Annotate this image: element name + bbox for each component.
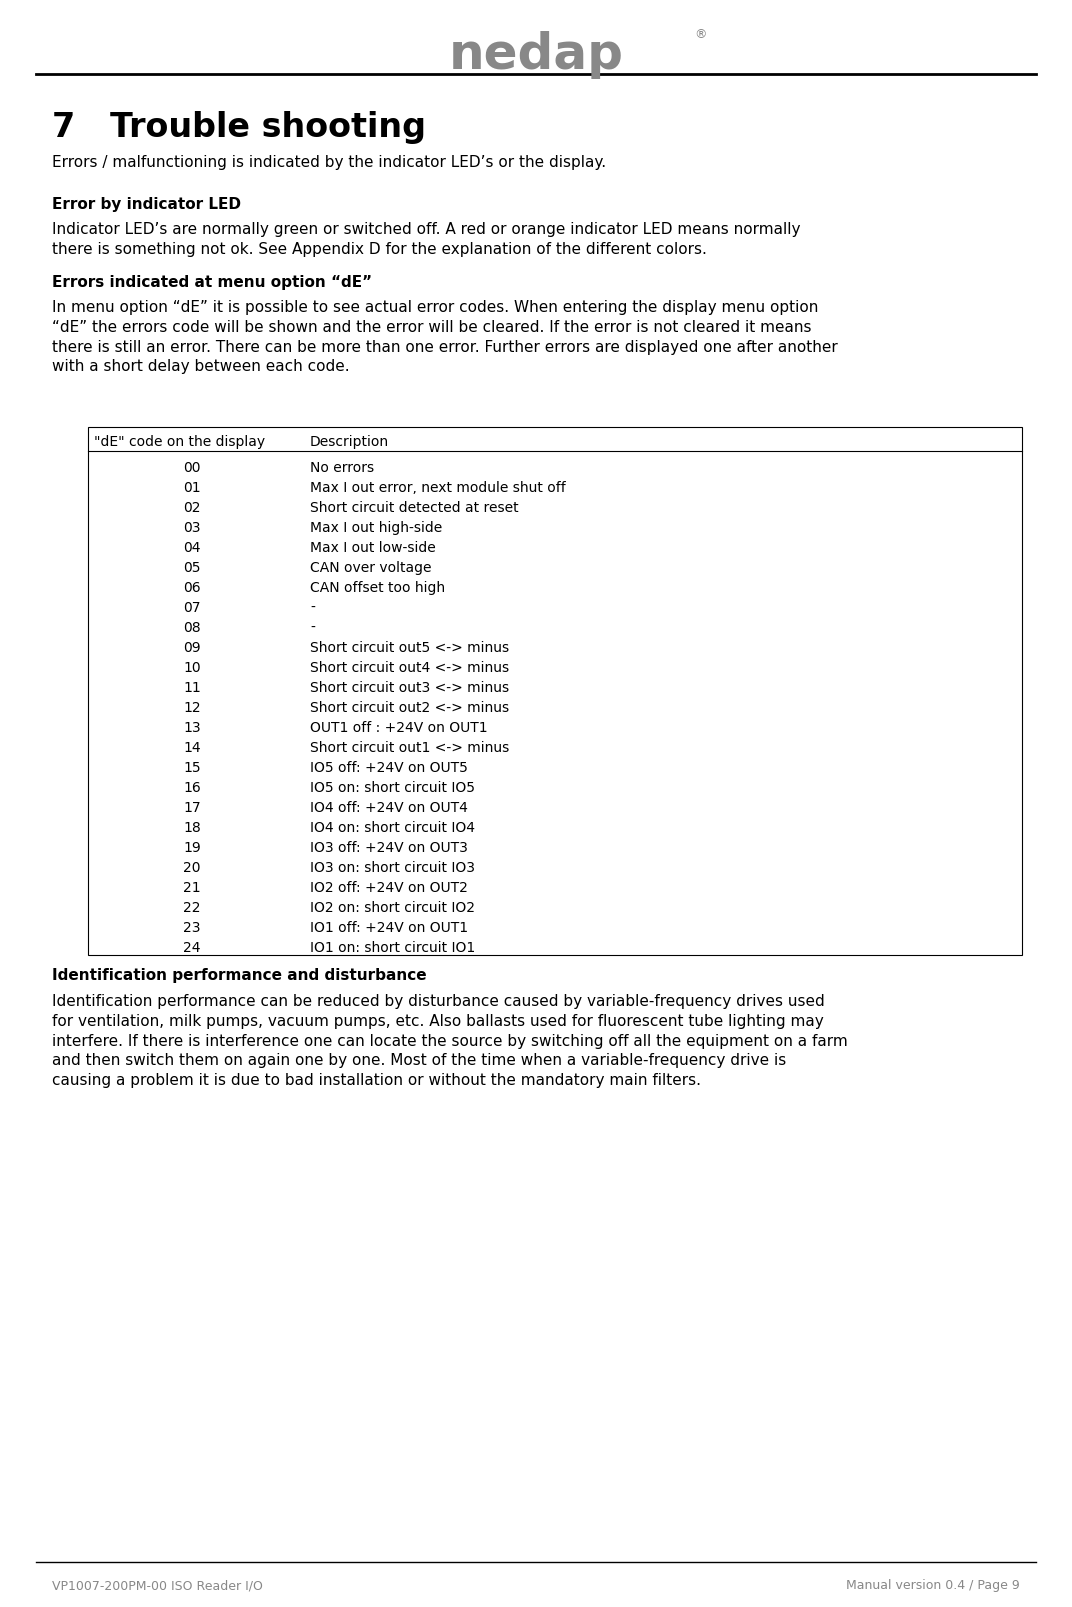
Text: Errors indicated at menu option “dE”: Errors indicated at menu option “dE” [53, 275, 372, 291]
Text: Max I out high-side: Max I out high-side [310, 521, 443, 535]
Text: 11: 11 [183, 681, 200, 694]
Text: Short circuit out1 <-> minus: Short circuit out1 <-> minus [310, 741, 509, 755]
Text: Error by indicator LED: Error by indicator LED [53, 198, 241, 212]
Text: 18: 18 [183, 821, 200, 834]
Text: Short circuit out4 <-> minus: Short circuit out4 <-> minus [310, 660, 509, 675]
Text: -: - [310, 601, 315, 614]
Text: 23: 23 [183, 921, 200, 934]
Text: Identification performance and disturbance: Identification performance and disturban… [53, 967, 427, 983]
Bar [88, 427, 1022, 956]
Text: 16: 16 [183, 781, 200, 794]
Text: 19: 19 [183, 840, 200, 855]
Text: Manual version 0.4 / Page 9: Manual version 0.4 / Page 9 [846, 1578, 1019, 1591]
Text: Max I out low-side: Max I out low-side [310, 540, 435, 554]
Text: 00: 00 [183, 461, 200, 474]
Text: IO3 off: +24V on OUT3: IO3 off: +24V on OUT3 [310, 840, 467, 855]
Text: IO4 off: +24V on OUT4: IO4 off: +24V on OUT4 [310, 800, 467, 815]
Text: IO2 on: short circuit IO2: IO2 on: short circuit IO2 [310, 900, 475, 914]
Text: Errors / malfunctioning is indicated by the indicator LED’s or the display.: Errors / malfunctioning is indicated by … [53, 154, 606, 169]
Text: 05: 05 [183, 561, 200, 575]
Text: "dE" code on the display: "dE" code on the display [94, 435, 265, 448]
Text: CAN offset too high: CAN offset too high [310, 580, 445, 595]
Text: 20: 20 [183, 860, 200, 874]
Text: 12: 12 [183, 701, 200, 715]
Text: No errors: No errors [310, 461, 374, 474]
Text: 02: 02 [183, 501, 200, 514]
Text: 09: 09 [183, 641, 200, 654]
Text: VP1007-200PM-00 ISO Reader I/O: VP1007-200PM-00 ISO Reader I/O [53, 1578, 263, 1591]
Text: IO4 on: short circuit IO4: IO4 on: short circuit IO4 [310, 821, 475, 834]
Text: Max I out error, next module shut off: Max I out error, next module shut off [310, 480, 566, 495]
Text: Identification performance can be reduced by disturbance caused by variable-freq: Identification performance can be reduce… [53, 993, 848, 1088]
Text: 17: 17 [183, 800, 200, 815]
Text: CAN over voltage: CAN over voltage [310, 561, 432, 575]
Text: In menu option “dE” it is possible to see actual error codes. When entering the : In menu option “dE” it is possible to se… [53, 301, 837, 374]
Text: OUT1 off : +24V on OUT1: OUT1 off : +24V on OUT1 [310, 720, 488, 734]
Text: IO2 off: +24V on OUT2: IO2 off: +24V on OUT2 [310, 881, 467, 895]
Text: 06: 06 [183, 580, 200, 595]
Text: 15: 15 [183, 760, 200, 775]
Text: ®: ® [694, 29, 706, 42]
Text: Short circuit out5 <-> minus: Short circuit out5 <-> minus [310, 641, 509, 654]
Text: Short circuit out3 <-> minus: Short circuit out3 <-> minus [310, 681, 509, 694]
Text: 08: 08 [183, 620, 200, 635]
Text: nedap: nedap [448, 31, 624, 79]
Text: IO1 off: +24V on OUT1: IO1 off: +24V on OUT1 [310, 921, 468, 934]
Text: 13: 13 [183, 720, 200, 734]
Text: 22: 22 [183, 900, 200, 914]
Text: IO3 on: short circuit IO3: IO3 on: short circuit IO3 [310, 860, 475, 874]
Text: 7   Trouble shooting: 7 Trouble shooting [53, 111, 426, 145]
Text: 24: 24 [183, 940, 200, 955]
Text: -: - [310, 620, 315, 635]
Text: 03: 03 [183, 521, 200, 535]
Text: 04: 04 [183, 540, 200, 554]
Text: 07: 07 [183, 601, 200, 614]
Text: 21: 21 [183, 881, 200, 895]
Text: Short circuit out2 <-> minus: Short circuit out2 <-> minus [310, 701, 509, 715]
Text: Indicator LED’s are normally green or switched off. A red or orange indicator LE: Indicator LED’s are normally green or sw… [53, 222, 801, 257]
Text: 14: 14 [183, 741, 200, 755]
Text: 01: 01 [183, 480, 200, 495]
Text: 10: 10 [183, 660, 200, 675]
Text: Description: Description [310, 435, 389, 448]
Text: IO5 on: short circuit IO5: IO5 on: short circuit IO5 [310, 781, 475, 794]
Text: Short circuit detected at reset: Short circuit detected at reset [310, 501, 519, 514]
Text: IO5 off: +24V on OUT5: IO5 off: +24V on OUT5 [310, 760, 467, 775]
Text: IO1 on: short circuit IO1: IO1 on: short circuit IO1 [310, 940, 475, 955]
